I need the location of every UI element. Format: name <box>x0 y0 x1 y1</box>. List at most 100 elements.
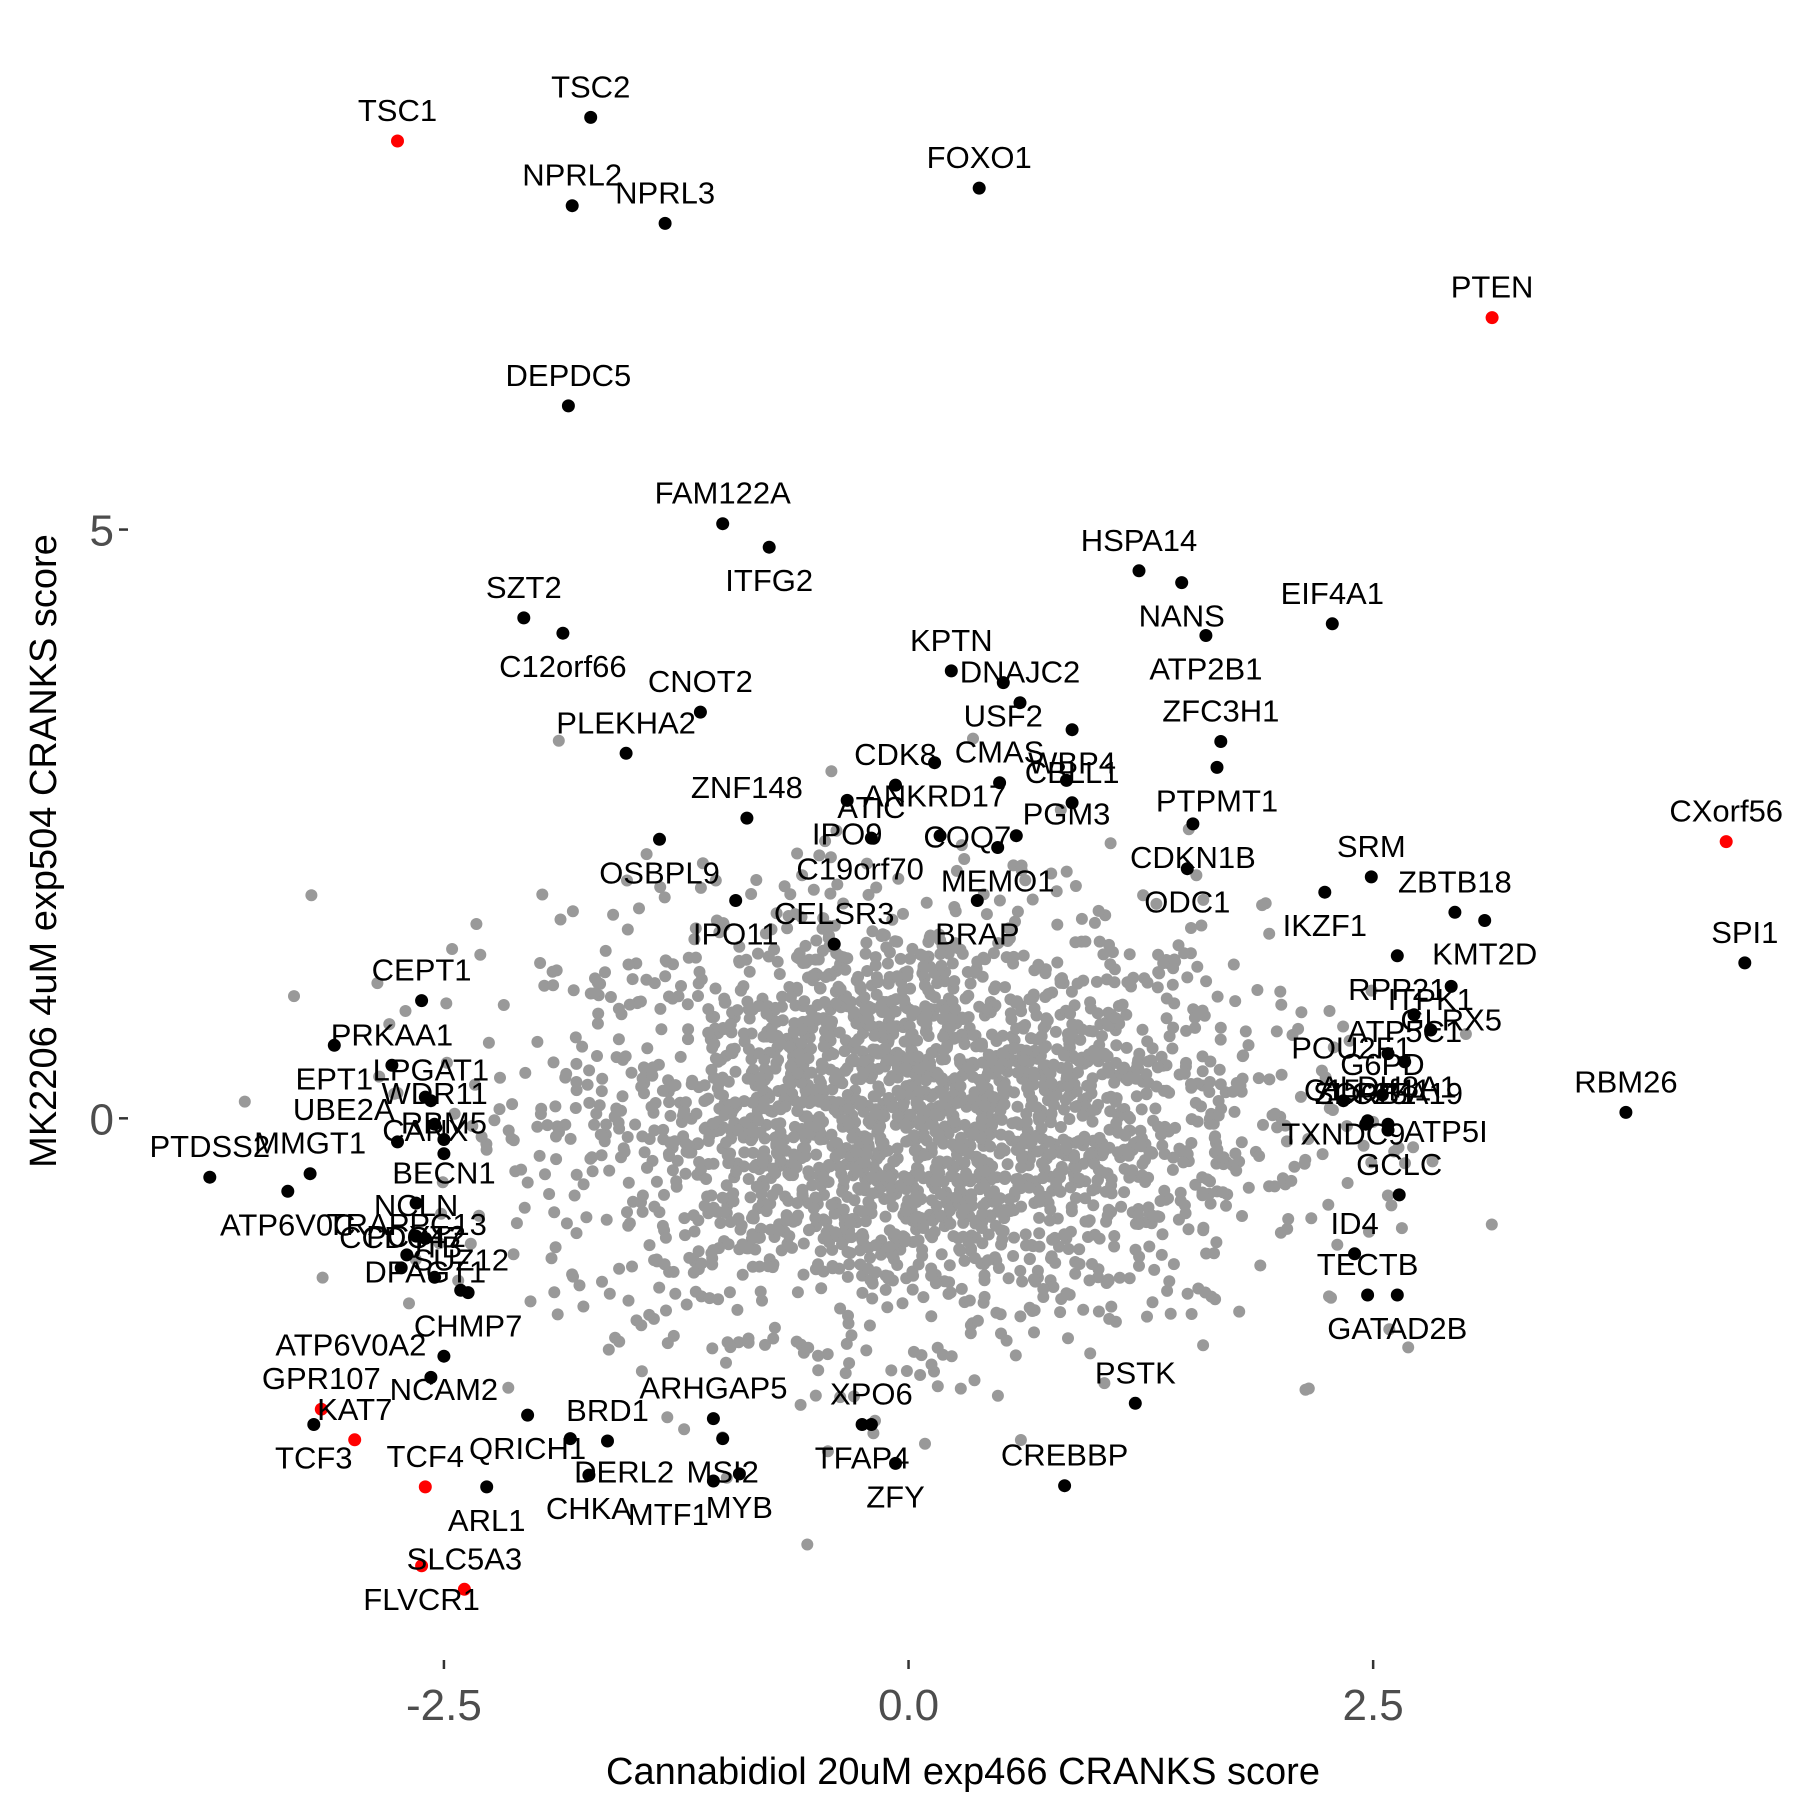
background-point-cloud <box>238 732 1498 1551</box>
background-point <box>843 1258 856 1271</box>
background-point <box>888 1155 901 1168</box>
background-point <box>755 1222 767 1235</box>
background-point <box>1051 918 1064 931</box>
background-point <box>1037 1042 1050 1055</box>
background-point <box>925 1229 937 1242</box>
data-point <box>1065 723 1079 737</box>
background-point <box>1104 958 1117 971</box>
background-point <box>1079 935 1092 948</box>
background-point <box>646 1069 659 1082</box>
background-point <box>1228 1105 1241 1118</box>
background-point <box>1253 1150 1266 1162</box>
background-point <box>987 947 1000 960</box>
background-point <box>1177 1156 1190 1169</box>
background-point <box>1316 1148 1329 1161</box>
background-point <box>1006 1117 1019 1130</box>
background-point <box>733 1243 746 1256</box>
data-point <box>1058 1479 1072 1493</box>
data-point <box>394 1261 408 1275</box>
background-point <box>570 1168 583 1181</box>
background-point <box>633 902 645 915</box>
background-point <box>935 1188 947 1201</box>
background-point <box>643 1308 656 1321</box>
background-point <box>869 1090 882 1103</box>
background-point <box>694 1164 707 1176</box>
data-point <box>480 1480 494 1494</box>
background-point <box>1294 1090 1307 1103</box>
background-point <box>759 927 772 940</box>
background-point <box>834 983 847 996</box>
background-point <box>1146 1209 1159 1222</box>
data-point <box>454 1283 468 1297</box>
background-point <box>967 732 979 745</box>
background-point <box>1009 1349 1022 1362</box>
background-point <box>1156 1228 1169 1241</box>
background-point <box>678 1423 691 1436</box>
background-point <box>570 1227 583 1240</box>
background-point <box>1051 956 1064 969</box>
background-point <box>706 1342 719 1355</box>
background-point <box>960 1169 973 1182</box>
background-point <box>1158 1184 1171 1197</box>
background-point <box>999 981 1011 994</box>
background-point <box>823 1015 836 1028</box>
background-point <box>682 1033 695 1045</box>
point-label: PTPMT1 <box>1156 783 1278 818</box>
data-point <box>415 994 429 1008</box>
background-point <box>854 1258 867 1271</box>
point-label: ODC1 <box>1144 885 1230 920</box>
data-point <box>1381 1117 1395 1131</box>
background-point <box>703 1292 716 1305</box>
background-point <box>679 1096 692 1109</box>
background-point <box>964 977 977 990</box>
background-point <box>791 1105 804 1117</box>
background-point <box>1088 1157 1101 1170</box>
background-point <box>815 1282 828 1295</box>
x-tick-label: 0.0 <box>878 1681 939 1730</box>
background-point <box>993 1063 1005 1076</box>
background-point <box>712 1077 725 1090</box>
background-point <box>1323 1005 1336 1017</box>
background-point <box>883 1171 896 1184</box>
background-point <box>645 1100 658 1113</box>
background-point <box>570 1084 583 1097</box>
background-point <box>1236 1050 1249 1063</box>
background-point <box>862 1115 875 1128</box>
background-point <box>305 889 318 902</box>
background-point <box>731 1124 744 1137</box>
background-point <box>677 1106 690 1119</box>
background-point <box>1005 1013 1018 1026</box>
background-point <box>894 952 907 965</box>
background-point <box>791 1067 804 1080</box>
y-tick-label: 0 <box>90 1095 114 1144</box>
background-point <box>720 1179 733 1192</box>
background-point <box>619 1050 632 1063</box>
background-point <box>774 1126 787 1139</box>
background-point <box>975 1113 988 1126</box>
background-point <box>1113 1271 1126 1284</box>
point-label: FLVCR1 <box>363 1582 480 1617</box>
background-point <box>1085 1079 1097 1092</box>
background-point <box>742 1043 755 1056</box>
background-point <box>929 1108 942 1121</box>
background-point <box>950 864 963 877</box>
background-point <box>1212 1109 1225 1122</box>
background-point <box>692 1214 705 1227</box>
data-point <box>348 1433 362 1447</box>
background-point <box>1137 889 1150 902</box>
background-point <box>826 1262 839 1275</box>
point-label: KAT7 <box>317 1392 392 1427</box>
background-point <box>863 1319 876 1332</box>
point-label: BRAP <box>935 917 1019 952</box>
background-point <box>735 984 747 997</box>
background-point <box>657 1123 670 1136</box>
background-point <box>654 1002 667 1015</box>
data-point <box>1214 735 1228 748</box>
background-point <box>1200 1247 1213 1260</box>
background-point <box>1047 1281 1060 1293</box>
background-point <box>1220 1199 1232 1212</box>
background-point <box>1015 1161 1028 1174</box>
background-point <box>861 965 874 977</box>
background-point <box>1155 1128 1167 1141</box>
data-point <box>424 1370 438 1384</box>
